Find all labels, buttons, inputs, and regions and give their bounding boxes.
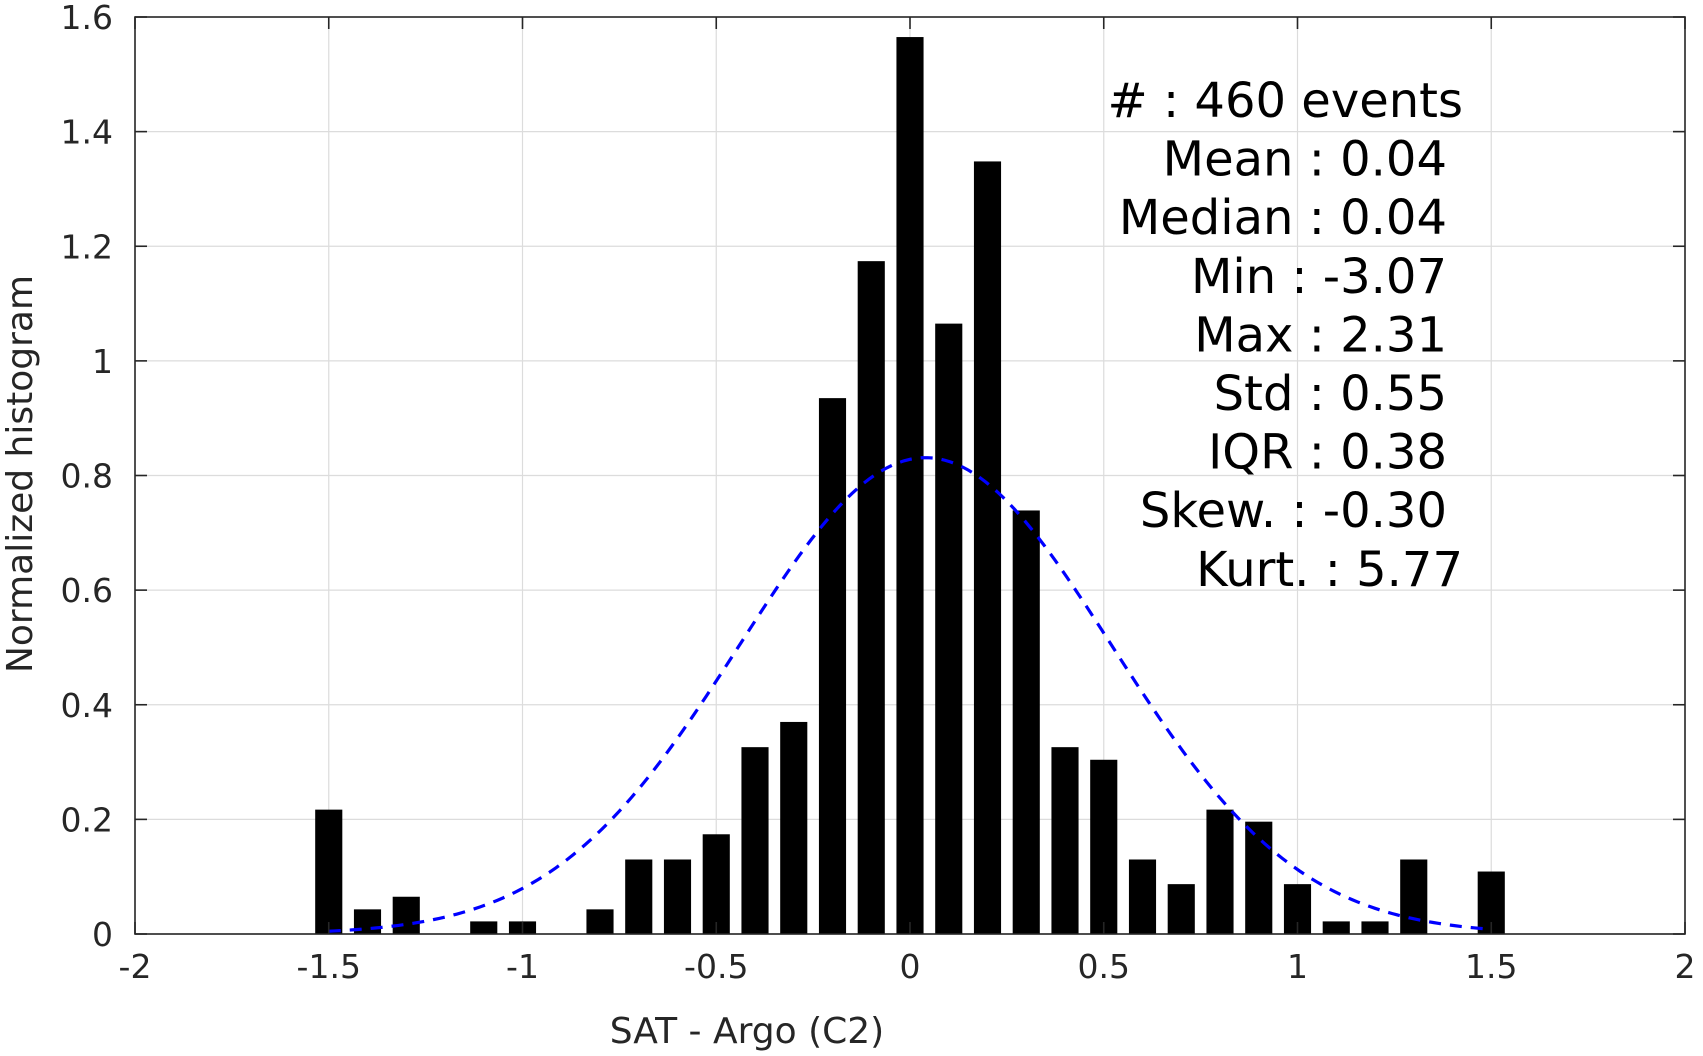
stats-line: # : 460 events [1108,73,1464,129]
histogram-bar [1206,809,1234,934]
histogram-bar [392,896,420,934]
histogram-bar [470,921,498,934]
y-tick-label: 1 [92,342,113,381]
histogram-bar [818,398,847,934]
histogram-bar [1090,759,1118,934]
histogram-bar [780,721,808,934]
histogram-bar [1400,859,1428,934]
histogram-bar [1322,921,1350,934]
y-tick-label: 1.6 [61,0,113,37]
y-tick-label: 0.2 [61,800,113,839]
y-axis-title: Normalized histogram [0,275,41,673]
stats-line: Std : 0.55 [1214,366,1447,422]
x-tick-label: 1.5 [1465,947,1517,986]
tick-label-layer: -2 -1.5 -1 -0.5 0 0.5 1 1.5 2 0 0.2 0.4 0.6 0.8 1 1.2 1.… [61,0,1696,986]
x-axis-title: SAT - Argo (C2) [610,1011,884,1052]
axes-layer [134,16,1686,935]
x-tick-label: 2 [1675,947,1696,986]
x-tick-label: 0 [900,947,921,986]
x-tick-label: -1.5 [297,947,361,986]
stats-line: Kurt. : 5.77 [1196,542,1463,598]
stats-line: Min : -3.07 [1191,249,1447,305]
stats-line: Mean : 0.04 [1163,132,1447,188]
histogram-bar [702,834,730,934]
histogram-bar [586,909,614,934]
histogram-bar [896,37,924,934]
y-tick-label: 0 [92,915,113,954]
x-tick-label: -0.5 [684,947,748,986]
y-tick-label: 0.6 [61,571,113,610]
y-tick-label: 0.4 [61,686,113,725]
histogram-bar [1128,859,1157,934]
histogram-bar [857,261,885,934]
histogram-bar [315,809,343,934]
histogram-bar [1167,884,1195,934]
histogram-bar [625,859,653,934]
stats-line: Skew. : -0.30 [1140,483,1447,539]
histogram-bar [1245,821,1273,934]
stats-line: Median : 0.04 [1119,190,1447,246]
gaussian-fit-layer [328,456,1492,933]
histogram-bar [741,747,769,934]
y-tick-label: 0.8 [61,457,113,496]
y-tick-label: 1.4 [61,113,113,152]
x-tick-label: -2 [119,947,152,986]
x-tick-label: -1 [506,947,539,986]
histogram-bar [973,161,1002,935]
gaussian-fit-curve [328,456,1492,933]
x-tick-label: 1 [1287,947,1308,986]
histogram-bar [1051,747,1079,934]
x-tick-label: 0.5 [1078,947,1130,986]
histogram-bar [1361,921,1389,934]
stats-line: IQR : 0.38 [1208,425,1447,481]
histogram-bar [1012,510,1040,934]
stats-line: Max : 2.31 [1194,307,1447,363]
histogram-bar [935,323,963,934]
histogram-bar [663,859,692,934]
y-tick-label: 1.2 [61,227,113,266]
bar-layer [315,37,1505,935]
